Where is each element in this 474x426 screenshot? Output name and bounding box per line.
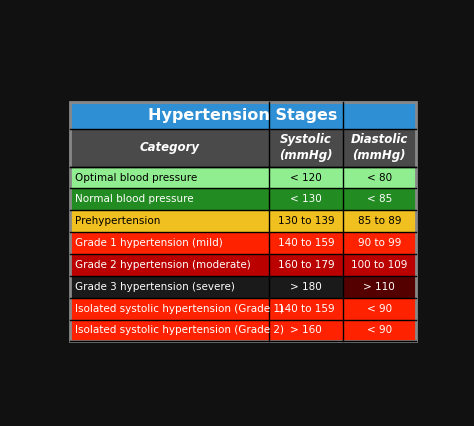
- Text: Optimal blood pressure: Optimal blood pressure: [75, 173, 197, 182]
- Text: 85 to 89: 85 to 89: [357, 216, 401, 226]
- Bar: [343, 298, 416, 320]
- Text: < 85: < 85: [367, 194, 392, 204]
- Bar: [343, 167, 416, 188]
- Bar: [70, 232, 269, 254]
- Bar: [269, 276, 343, 298]
- Bar: [343, 188, 416, 210]
- Text: Prehypertension: Prehypertension: [75, 216, 160, 226]
- Bar: [269, 320, 343, 341]
- Text: 130 to 139: 130 to 139: [278, 216, 334, 226]
- Bar: [70, 102, 416, 341]
- Bar: [343, 210, 416, 232]
- Text: < 130: < 130: [290, 194, 322, 204]
- Text: Category: Category: [139, 141, 200, 154]
- Bar: [269, 232, 343, 254]
- Bar: [70, 102, 416, 129]
- Bar: [269, 129, 343, 167]
- Bar: [343, 129, 416, 167]
- Text: Grade 1 hypertension (mild): Grade 1 hypertension (mild): [75, 238, 222, 248]
- Text: > 180: > 180: [290, 282, 322, 292]
- Bar: [343, 254, 416, 276]
- Bar: [70, 188, 269, 210]
- Text: < 90: < 90: [367, 304, 392, 314]
- Bar: [70, 167, 269, 188]
- Text: < 90: < 90: [367, 325, 392, 336]
- Bar: [343, 232, 416, 254]
- Text: > 160: > 160: [290, 325, 322, 336]
- Text: Isolated systolic hypertension (Grade 2): Isolated systolic hypertension (Grade 2): [75, 325, 283, 336]
- Text: 160 to 179: 160 to 179: [278, 260, 334, 270]
- Bar: [343, 320, 416, 341]
- Bar: [269, 188, 343, 210]
- Bar: [269, 167, 343, 188]
- Text: < 120: < 120: [290, 173, 322, 182]
- Text: Grade 2 hypertension (moderate): Grade 2 hypertension (moderate): [75, 260, 250, 270]
- Text: Diastolic
(mmHg): Diastolic (mmHg): [351, 133, 408, 162]
- Bar: [70, 129, 269, 167]
- Text: < 80: < 80: [367, 173, 392, 182]
- Bar: [70, 210, 269, 232]
- Text: Isolated systolic hypertension (Grade 1): Isolated systolic hypertension (Grade 1): [75, 304, 283, 314]
- Bar: [70, 320, 269, 341]
- Text: Grade 3 hypertension (severe): Grade 3 hypertension (severe): [75, 282, 235, 292]
- Text: 140 to 159: 140 to 159: [278, 304, 334, 314]
- Bar: [70, 276, 269, 298]
- Bar: [269, 254, 343, 276]
- Bar: [70, 254, 269, 276]
- Bar: [269, 210, 343, 232]
- Bar: [269, 298, 343, 320]
- Text: 140 to 159: 140 to 159: [278, 238, 334, 248]
- Text: > 110: > 110: [364, 282, 395, 292]
- Bar: [343, 276, 416, 298]
- Text: Hypertension Stages: Hypertension Stages: [148, 108, 337, 123]
- Text: 90 to 99: 90 to 99: [358, 238, 401, 248]
- Text: Normal blood pressure: Normal blood pressure: [75, 194, 193, 204]
- Text: Systolic
(mmHg): Systolic (mmHg): [279, 133, 333, 162]
- Text: 100 to 109: 100 to 109: [351, 260, 408, 270]
- Bar: [70, 298, 269, 320]
